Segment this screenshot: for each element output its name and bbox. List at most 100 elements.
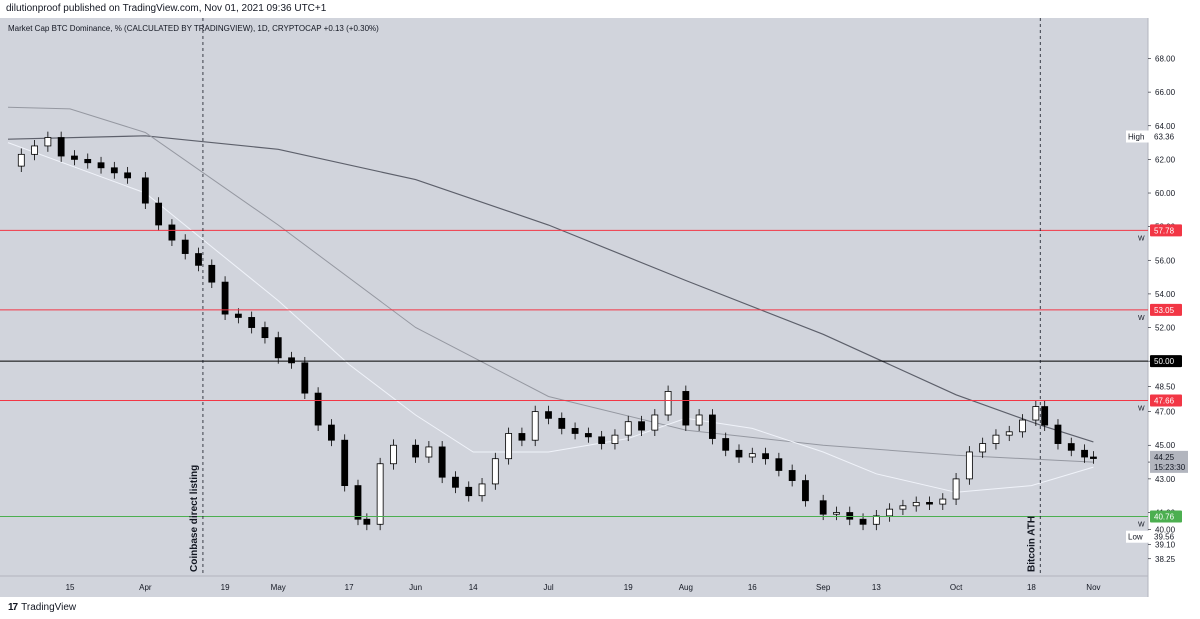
price-tick-label: 47.00 (1155, 408, 1176, 417)
moving-average-line (7, 135, 1094, 443)
candle-body (762, 453, 769, 460)
candle-body (735, 449, 743, 458)
low-tag-box (1126, 530, 1150, 543)
candle-body (57, 137, 65, 157)
tradingview-brand[interactable]: 17 TradingView (8, 602, 76, 613)
candle-body (71, 155, 78, 160)
candle-body (1019, 419, 1026, 433)
price-tick-label: 54.00 (1155, 290, 1176, 299)
plot-background (0, 18, 1148, 576)
price-tick-label: 39.10 (1155, 540, 1176, 549)
candle-body (775, 458, 783, 471)
candle-body (363, 518, 371, 525)
candle-body (939, 498, 947, 505)
candle-body (518, 433, 526, 441)
candle-body (234, 313, 242, 318)
time-tick-label: Sep (816, 583, 831, 592)
price-tick-label: 64.00 (1155, 122, 1176, 131)
current-countdown: 15:23:30 (1154, 463, 1186, 472)
candle-body (438, 446, 446, 478)
time-axis-ticks: 15 Apr 19 May 17 Jun 14 Jul 19 Aug 16 Sep 13 Oct 18 Nov (66, 583, 1101, 592)
time-tick-label: May (271, 583, 286, 592)
price-tick-label: 56.00 (1155, 256, 1176, 265)
time-tick-label: Nov (1086, 583, 1100, 592)
candle-body (886, 508, 894, 517)
candle-body (491, 458, 499, 485)
candle-body (412, 444, 419, 458)
candle-body (1032, 406, 1040, 421)
candle-body (695, 414, 703, 426)
candle-body (1041, 406, 1049, 426)
candle-body (1005, 431, 1013, 436)
price-tick-label: 52.00 (1155, 324, 1176, 333)
candle-body (558, 417, 566, 429)
candle-body (859, 518, 867, 525)
candle-body (354, 485, 362, 520)
candle-body (992, 434, 1000, 444)
time-tick-label: 19 (624, 583, 633, 592)
price-tags: 57.78 53.05 50.00 47.66 40.76 High 63.36 Low 39.… (1126, 130, 1188, 543)
level-price-tag-label: 40.76 (1154, 513, 1175, 522)
candle-body (505, 433, 513, 460)
candle-body (1054, 424, 1062, 444)
time-tick-label: Apr (139, 583, 152, 592)
candle-body (195, 253, 202, 266)
chart-title: Market Cap BTC Dominance, % (CALCULATED … (8, 24, 379, 33)
candle-body (664, 391, 672, 416)
candle-body (328, 424, 335, 441)
time-tick-label: 15 (66, 583, 75, 592)
header-bar: dilutionproof published on TradingView.c… (0, 0, 1200, 18)
candle-body (788, 470, 796, 481)
level-w-marker: W (1138, 522, 1145, 529)
tradingview-logo-icon: 17 (8, 602, 18, 613)
current-price-tag (1150, 450, 1188, 473)
candle-body (722, 438, 730, 451)
low-tag-value: 39.56 (1154, 533, 1175, 542)
time-tick-label: 13 (872, 583, 881, 592)
candle-body (1090, 456, 1097, 459)
candle-body (1081, 449, 1088, 458)
publish-line: dilutionproof published on TradingView.c… (6, 3, 327, 14)
annotation-label: Bitcoin ATH (1026, 516, 1037, 572)
candle-body (452, 476, 459, 488)
time-tick-label: Jul (543, 583, 553, 592)
footer-bar (0, 597, 1200, 619)
candle-body (288, 357, 295, 364)
candle-body (833, 512, 840, 515)
candle-body (748, 453, 756, 458)
candle-body (181, 239, 189, 254)
candle-body (965, 451, 973, 480)
candles (17, 131, 1097, 531)
high-tag-label: High (1128, 133, 1144, 142)
level-price-tag-label: 50.00 (1154, 357, 1175, 366)
level-price-tag-label: 53.05 (1154, 306, 1175, 315)
candle-body (465, 486, 473, 497)
candle-body (261, 327, 269, 339)
level-price-tag (1150, 303, 1182, 316)
candle-body (545, 411, 552, 419)
candle-body (314, 392, 322, 426)
candle-body (84, 158, 92, 164)
level-price-tag (1150, 510, 1182, 523)
level-w-marker: W (1138, 315, 1145, 322)
time-tick-label: 18 (1027, 583, 1036, 592)
annotation-label: Coinbase direct listing (189, 465, 200, 572)
candle-body (899, 505, 907, 510)
time-tick-label: Aug (679, 583, 693, 592)
candle-body (301, 362, 309, 394)
candle-body (531, 411, 539, 441)
candle-body (952, 478, 960, 500)
low-tag-label: Low (1128, 533, 1143, 542)
time-tick-label: 16 (748, 583, 757, 592)
level-w-marker: W (1138, 235, 1145, 242)
candle-body (682, 391, 690, 426)
high-tag-box (1126, 130, 1150, 143)
price-tick-label: 43.00 (1155, 475, 1176, 484)
price-tick-label: 48.50 (1155, 382, 1176, 391)
moving-average-line (7, 106, 1094, 463)
candle-body (611, 434, 619, 444)
brand-name: TradingView (21, 602, 77, 613)
horizontal-levels: W W W W (0, 229, 1148, 529)
price-tick-label: 60.00 (1155, 189, 1176, 198)
